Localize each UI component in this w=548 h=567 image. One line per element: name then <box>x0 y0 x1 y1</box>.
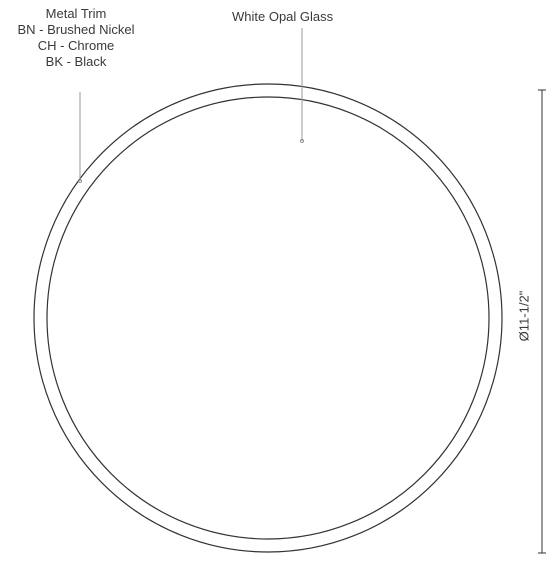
inner-glass-circle <box>46 96 490 540</box>
trim-title: Metal Trim <box>45 6 107 21</box>
trim-finish-bk: BK - Black <box>45 54 107 69</box>
outer-trim-circle <box>33 83 503 553</box>
trim-finish-ch: CH - Chrome <box>37 38 115 53</box>
trim-callout: Metal Trim BN - Brushed Nickel CH - Chro… <box>0 6 152 70</box>
trim-leader-dot <box>78 179 82 183</box>
glass-callout: White Opal Glass <box>232 9 334 24</box>
diameter-label: Ø11-1/2" <box>516 290 532 342</box>
glass-leader-dot <box>300 139 304 143</box>
trim-finish-bn: BN - Brushed Nickel <box>17 22 135 37</box>
